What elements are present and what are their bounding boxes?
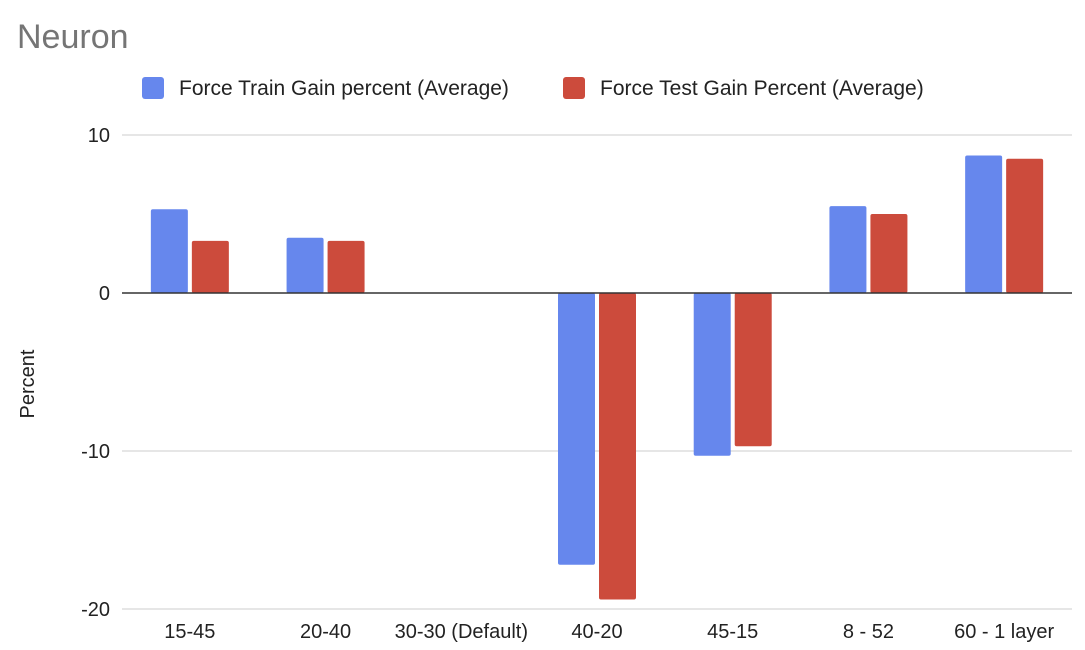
bar-series-2-3[interactable]: [599, 293, 636, 600]
bar-series-2-6[interactable]: [1006, 159, 1043, 293]
y-tick-label: 0: [99, 283, 110, 305]
bar-series-2-5[interactable]: [870, 214, 907, 293]
x-tick-label: 60 - 1 layer: [954, 621, 1054, 643]
legend-swatch-series-1: [142, 77, 164, 99]
legend-label-series-1: Force Train Gain percent (Average): [179, 77, 509, 100]
y-tick-label: -10: [81, 441, 110, 463]
bar-series-2-1[interactable]: [328, 241, 365, 293]
y-axis-ticks: 10 0 -10 -20: [81, 125, 110, 621]
bar-series-1-1[interactable]: [287, 238, 324, 293]
legend-label-series-2: Force Test Gain Percent (Average): [600, 77, 924, 100]
gridlines: [122, 135, 1072, 609]
chart-title: Neuron: [17, 18, 129, 56]
bar-series-2-4[interactable]: [735, 293, 772, 446]
x-tick-label: 20-40: [300, 621, 351, 643]
bar-series-1-0[interactable]: [151, 209, 188, 293]
bars: [151, 156, 1043, 600]
legend: Force Train Gain percent (Average) Force …: [142, 77, 924, 100]
x-tick-label: 15-45: [164, 621, 215, 643]
bar-series-2-0[interactable]: [192, 241, 229, 293]
y-axis-label: Percent: [17, 349, 39, 418]
bar-series-1-3[interactable]: [558, 293, 595, 565]
bar-series-1-6[interactable]: [965, 156, 1002, 293]
x-tick-label: 8 - 52: [843, 621, 894, 643]
x-axis-ticks: 15-45 20-40 30-30 (Default) 40-20 45-15 8 - 5…: [164, 621, 1054, 643]
y-tick-label: -20: [81, 599, 110, 621]
y-tick-label: 10: [88, 125, 110, 147]
x-tick-label: 30-30 (Default): [395, 621, 528, 643]
x-tick-label: 40-20: [571, 621, 622, 643]
legend-swatch-series-2: [563, 77, 585, 99]
bar-series-1-4[interactable]: [694, 293, 731, 456]
x-tick-label: 45-15: [707, 621, 758, 643]
bar-series-1-5[interactable]: [829, 206, 866, 293]
